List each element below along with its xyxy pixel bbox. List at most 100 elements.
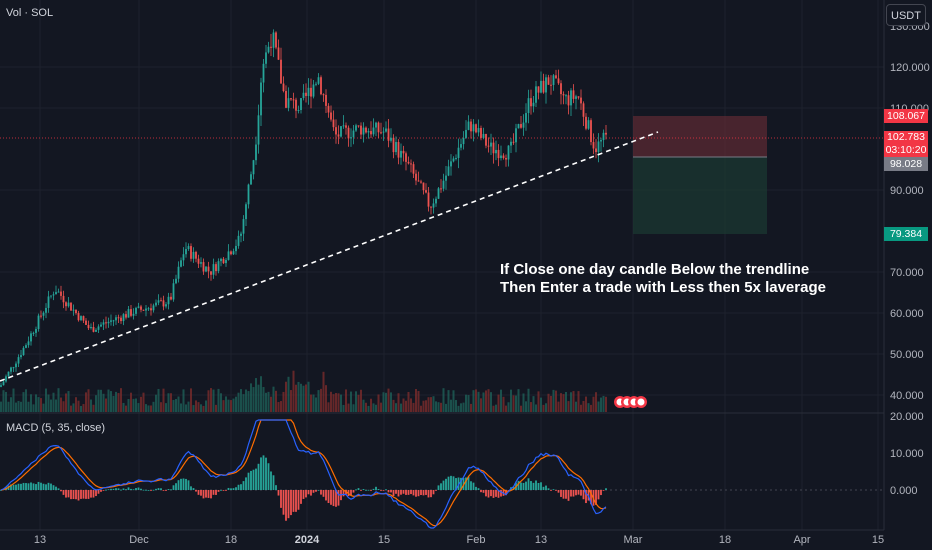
time-label: 15 — [378, 534, 390, 546]
macd-hist-bar — [160, 488, 162, 490]
trendline[interactable] — [0, 131, 659, 382]
candle-body — [512, 141, 515, 143]
volume-bar — [305, 384, 307, 412]
volume-bar — [207, 390, 210, 412]
volume-bar — [27, 401, 30, 412]
volume-bar — [577, 391, 580, 412]
candle-body — [380, 132, 382, 134]
events-icon[interactable] — [614, 396, 647, 408]
candle-body — [582, 103, 585, 117]
time-label: 18 — [719, 534, 731, 546]
volume-bar — [530, 402, 532, 412]
volume-bar — [450, 399, 452, 412]
macd-legend[interactable]: MACD (5, 35, close) — [6, 422, 106, 434]
symbol-legend[interactable]: Vol · SOL — [6, 7, 54, 19]
volume-bar — [332, 394, 335, 412]
candle-body — [595, 148, 597, 153]
macd-hist-bar — [265, 457, 267, 490]
macd-hist-bar — [552, 489, 555, 490]
macd-hist-bar — [432, 490, 435, 495]
macd-hist-bar — [472, 482, 475, 490]
volume-bar — [247, 391, 250, 412]
candle-body — [452, 158, 455, 162]
volume-bar — [470, 403, 472, 412]
volume-bar — [520, 405, 522, 412]
candle-body — [80, 316, 82, 321]
volume-bar — [370, 398, 372, 412]
volume-bar — [260, 376, 262, 412]
candle-body — [557, 78, 560, 84]
macd-hist-bar — [17, 483, 20, 490]
candle-body — [280, 59, 282, 84]
volume-bar — [342, 404, 345, 412]
macd-hist-bar — [312, 490, 315, 493]
volume-bar — [22, 392, 25, 412]
time-axis[interactable] — [0, 530, 932, 550]
candle-body — [482, 133, 485, 138]
volume-bar — [10, 397, 12, 412]
candle-body — [552, 75, 555, 86]
volume-bar — [187, 401, 190, 412]
macd-hist-bar — [207, 490, 210, 498]
volume-bar — [387, 388, 390, 412]
candle-body — [0, 385, 2, 387]
macd-hist-bar — [430, 490, 432, 498]
macd-hist-bar — [542, 486, 545, 490]
candlesticks[interactable] — [0, 29, 607, 388]
macd-hist-bar — [300, 490, 302, 504]
price-axis[interactable] — [884, 0, 932, 530]
candle-body — [290, 98, 292, 100]
volume-bar — [435, 401, 437, 412]
macd-hist-bar — [145, 489, 147, 491]
loss-zone[interactable] — [633, 157, 767, 234]
volume-bar — [190, 388, 192, 412]
candle-body — [310, 87, 312, 97]
macd-hist-bar — [260, 457, 262, 490]
macd-hist-bar — [170, 489, 172, 491]
volume-bar — [215, 404, 217, 412]
macd-hist-bar — [232, 488, 235, 490]
volume-bar — [390, 392, 392, 412]
candle-body — [277, 47, 280, 60]
profit-zone[interactable] — [633, 116, 767, 157]
volume-bar — [137, 403, 140, 412]
macd-hist-bar — [220, 489, 222, 491]
macd-hist-bar — [557, 490, 560, 493]
bar-countdown: 03:10:20 — [885, 144, 927, 156]
trade-annotation[interactable]: If Close one day candle Below the trendl… — [500, 261, 826, 297]
macd-hist-bar — [167, 489, 170, 490]
candle-body — [447, 166, 450, 176]
macd-hist-bar — [187, 480, 190, 490]
candle-body — [160, 300, 162, 302]
macd-hist-bar — [445, 478, 447, 490]
candle-body — [177, 266, 180, 279]
price-tick: 90.000 — [890, 185, 924, 197]
volume-bar — [100, 389, 102, 412]
volume-bar — [195, 400, 197, 412]
candle-body — [17, 357, 20, 364]
volume-bar — [50, 399, 52, 412]
macd-hist-bar — [317, 489, 320, 491]
currency-button[interactable]: USDT — [886, 4, 926, 26]
volume-bar — [172, 399, 175, 412]
volume-bar — [150, 405, 152, 412]
macd-hist-bar — [327, 490, 330, 504]
candle-body — [130, 309, 132, 316]
volume-bar — [270, 396, 272, 412]
candle-body — [162, 300, 165, 307]
annotation-line-2: Then Enter a trade with Less then 5x lav… — [500, 279, 826, 296]
macd-hist-bar — [600, 490, 602, 496]
candle-body — [120, 317, 122, 322]
macd-hist-bar — [60, 490, 62, 492]
price-tick: 60.000 — [890, 308, 924, 320]
candle-body — [327, 105, 330, 113]
macd-hist-bar — [527, 478, 530, 490]
volume-bar — [600, 397, 602, 412]
candle-body — [372, 127, 375, 135]
candle-body — [217, 261, 220, 272]
macd-hist-bar — [20, 483, 22, 490]
time-label: Apr — [793, 534, 810, 546]
volume-bar — [512, 395, 515, 412]
candle-body — [432, 203, 435, 208]
